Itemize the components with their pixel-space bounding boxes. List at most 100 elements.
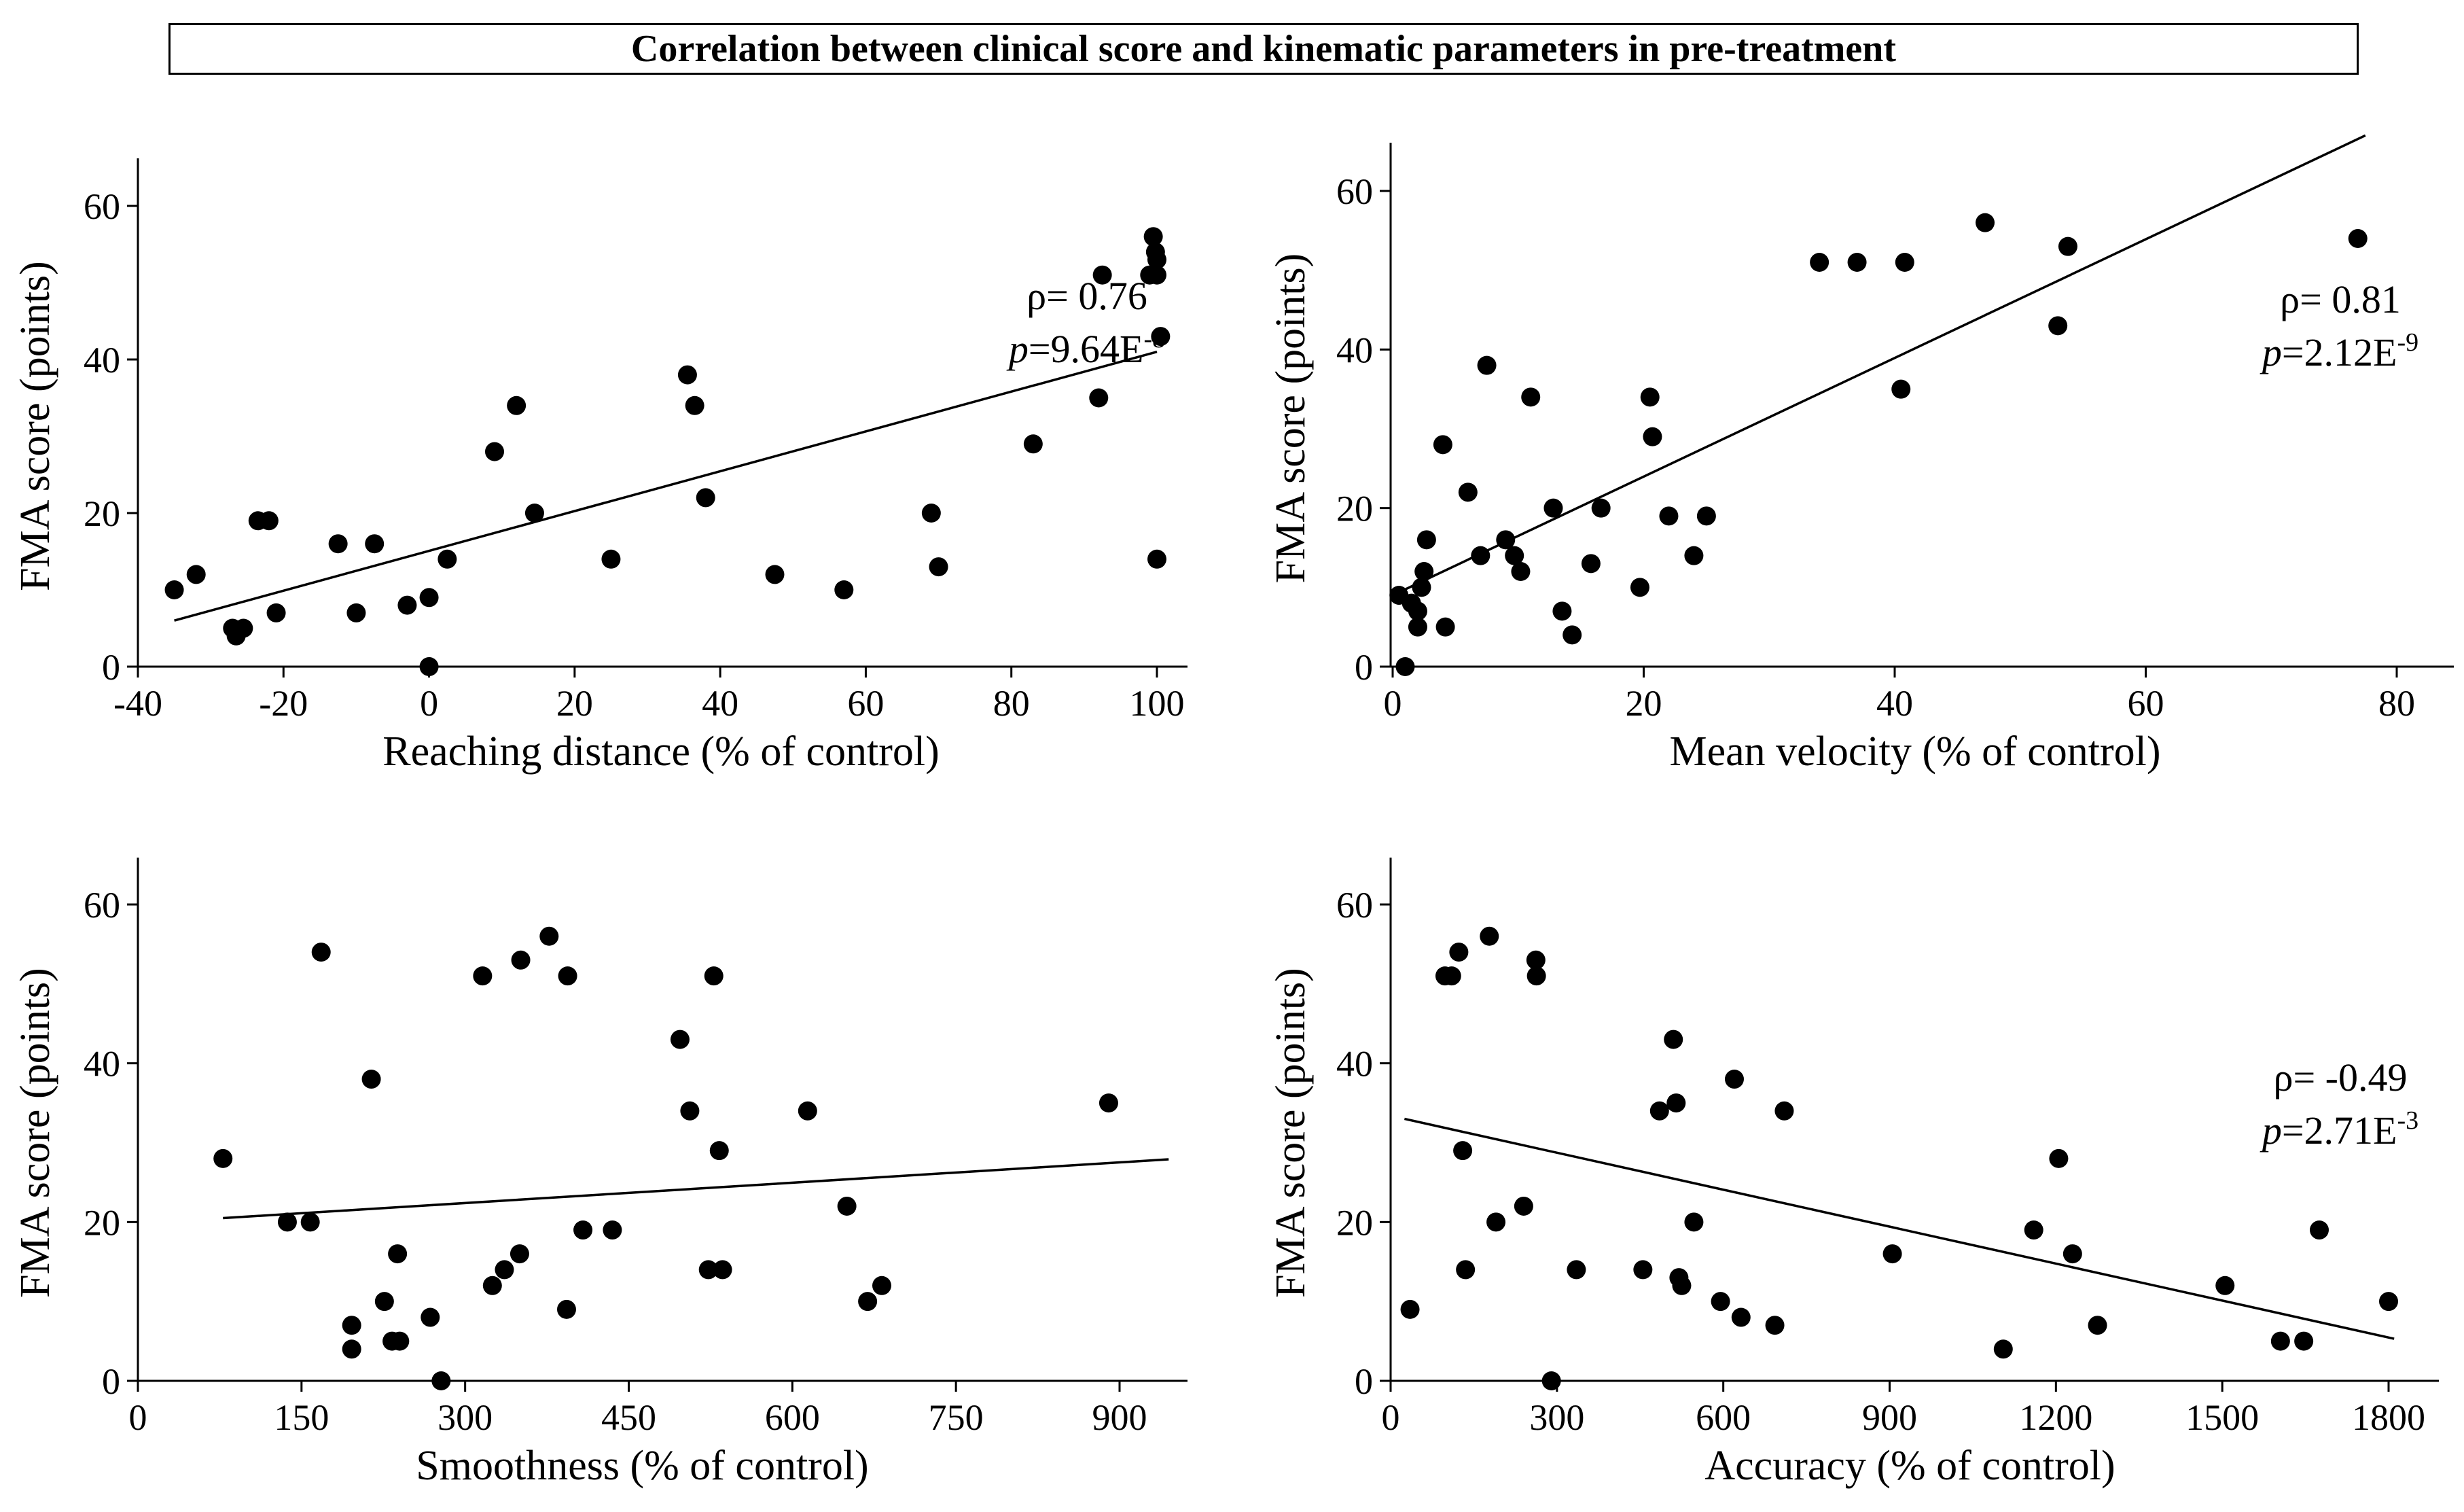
data-point — [1458, 482, 1478, 502]
data-point — [1640, 387, 1660, 407]
y-axis-label: FMA score (points) — [1268, 253, 1314, 584]
trend-line — [1392, 134, 2366, 597]
chart-panel-2: 0 20 40 60 0 20 40 60 80 Mean velocity (% of cont… — [1268, 134, 2454, 775]
data-point — [1496, 530, 1516, 550]
data-point — [765, 565, 785, 584]
data-point — [1511, 562, 1531, 581]
data-point — [601, 549, 621, 569]
trend-line — [1404, 1117, 2395, 1340]
data-point — [858, 1292, 878, 1312]
data-point — [234, 618, 253, 638]
data-point — [311, 943, 331, 962]
y-tick-label: 20 — [84, 493, 120, 534]
data-point — [164, 580, 184, 599]
data-point — [2309, 1220, 2329, 1240]
data-point — [1774, 1101, 1794, 1121]
data-point — [2063, 1244, 2082, 1264]
data-point — [1147, 549, 1166, 569]
data-point — [1408, 617, 1427, 637]
data-point — [1395, 657, 1415, 676]
data-point — [1480, 926, 1499, 946]
y-tick-label: 0 — [1355, 647, 1373, 688]
data-point — [1477, 355, 1497, 375]
y-tick-label: 20 — [84, 1202, 120, 1243]
y-tick-label: 40 — [1336, 330, 1373, 370]
data-point — [259, 511, 279, 531]
p-value-exponent: -8 — [1143, 325, 1165, 353]
data-point — [1471, 546, 1490, 565]
chart-panel-1: 0 20 40 60 -40 -20 0 20 40 60 80 100 Reaching distan… — [12, 158, 1188, 775]
data-point — [1099, 1093, 1118, 1113]
data-point — [1684, 546, 1704, 565]
data-point — [798, 1101, 817, 1121]
data-point — [685, 395, 704, 415]
data-point — [421, 1307, 440, 1327]
y-tick-label: 0 — [102, 1361, 120, 1402]
data-point — [1976, 213, 1995, 232]
y-tick-label: 60 — [84, 186, 120, 227]
data-point — [698, 1260, 718, 1280]
x-tick-label: 0 — [1384, 683, 1402, 724]
data-point — [1581, 554, 1601, 574]
data-point — [1505, 546, 1524, 565]
data-point — [2215, 1276, 2235, 1295]
data-point — [511, 950, 531, 970]
p-value-mantissa: =2.12E — [2282, 330, 2397, 374]
trend-line — [223, 1158, 1169, 1220]
data-point — [1895, 253, 1914, 272]
data-point — [1552, 601, 1572, 621]
x-tick-label: 60 — [847, 683, 884, 724]
data-point — [510, 1244, 529, 1264]
data-point — [1672, 1276, 1692, 1295]
data-point — [1891, 379, 1911, 399]
data-point — [573, 1220, 593, 1240]
data-point — [1151, 327, 1171, 347]
x-tick-label: 40 — [702, 683, 738, 724]
x-tick-label: 1200 — [2019, 1397, 2092, 1438]
data-point — [2294, 1331, 2314, 1351]
data-point — [390, 1331, 410, 1351]
data-point — [2058, 236, 2077, 256]
x-tick-label: 60 — [2128, 683, 2164, 724]
trend-line — [174, 351, 1158, 622]
data-point — [482, 1276, 502, 1295]
data-point — [1993, 1339, 2013, 1359]
data-point — [1649, 1101, 1669, 1121]
x-axis-label: Accuracy (% of control) — [1704, 1443, 2115, 1489]
rho-annotation: ρ= 0.81 — [2280, 277, 2401, 321]
x-tick-label: 80 — [2378, 683, 2415, 724]
x-tick-label: 150 — [274, 1397, 329, 1438]
x-axis-label: Mean velocity (% of control) — [1669, 728, 2160, 775]
data-point — [670, 1030, 690, 1049]
x-tick-label: 0 — [1382, 1397, 1400, 1438]
data-point — [1526, 950, 1546, 970]
data-point — [1408, 601, 1427, 621]
figure-title: Correlation between clinical score and k… — [630, 28, 1897, 70]
x-axis-label: Reaching distance (% of control) — [382, 728, 939, 775]
data-point — [1567, 1260, 1586, 1280]
y-tick-label: 40 — [84, 1044, 120, 1085]
y-axis-label: FMA score (points) — [12, 968, 58, 1298]
p-value-mantissa: =2.71E — [2282, 1108, 2397, 1153]
x-tick-label: 900 — [1092, 1397, 1147, 1438]
x-tick-label: 20 — [556, 683, 593, 724]
data-point — [1847, 253, 1867, 272]
x-tick-label: 600 — [1696, 1397, 1751, 1438]
data-point — [213, 1148, 233, 1168]
data-point — [1696, 506, 1716, 526]
data-point — [1664, 1030, 1683, 1049]
data-point — [2048, 316, 2068, 336]
data-point — [1684, 1212, 1704, 1232]
data-point — [1591, 498, 1611, 518]
data-point — [1666, 1093, 1686, 1113]
data-point — [1643, 427, 1662, 446]
p-symbol: p — [2260, 1108, 2282, 1153]
x-tick-label: 900 — [1862, 1397, 1917, 1438]
data-point — [709, 1141, 729, 1161]
data-point — [1453, 1141, 1473, 1161]
x-tick-label: -40 — [113, 683, 162, 724]
data-point — [186, 565, 206, 584]
data-point — [556, 1299, 576, 1319]
data-point — [2024, 1220, 2043, 1240]
